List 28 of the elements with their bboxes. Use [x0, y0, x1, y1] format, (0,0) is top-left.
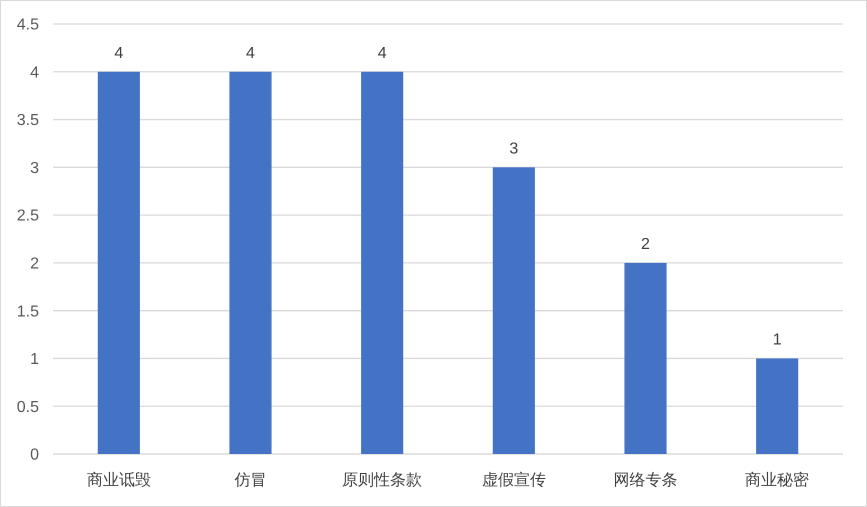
- x-tick-label: 商业诋毁: [86, 471, 151, 489]
- x-tick-label: 网络专条: [614, 471, 678, 489]
- y-tick-label: 0.5: [16, 398, 40, 416]
- y-tick-label: 0: [30, 446, 40, 464]
- x-tick-label: 仿冒: [234, 472, 266, 489]
- y-tick-label: 4: [30, 64, 40, 82]
- bar: [756, 358, 798, 454]
- x-tick-label: 原则性条款: [342, 472, 422, 489]
- x-tick-label: 虚假宣传: [482, 471, 546, 489]
- data-label: 3: [509, 140, 518, 158]
- y-tick-label: 3: [30, 160, 40, 177]
- data-label: 2: [641, 236, 650, 253]
- y-tick-label: 1: [30, 351, 40, 368]
- data-label: 1: [772, 331, 782, 348]
- y-tick-label: 2.5: [16, 208, 40, 225]
- y-tick-label: 4.5: [16, 16, 40, 34]
- y-tick-label: 2: [30, 255, 40, 272]
- data-label: 4: [378, 44, 387, 62]
- bar: [98, 72, 140, 454]
- y-tick-label: 1.5: [16, 303, 40, 320]
- data-label: 4: [246, 44, 256, 62]
- data-label: 4: [114, 44, 124, 62]
- bar: [492, 167, 535, 454]
- bar: [624, 262, 667, 454]
- x-tick-label: 商业秘密: [745, 471, 810, 489]
- bar: [361, 72, 404, 454]
- bar: [229, 72, 272, 454]
- y-tick-label: 3.5: [16, 112, 40, 130]
